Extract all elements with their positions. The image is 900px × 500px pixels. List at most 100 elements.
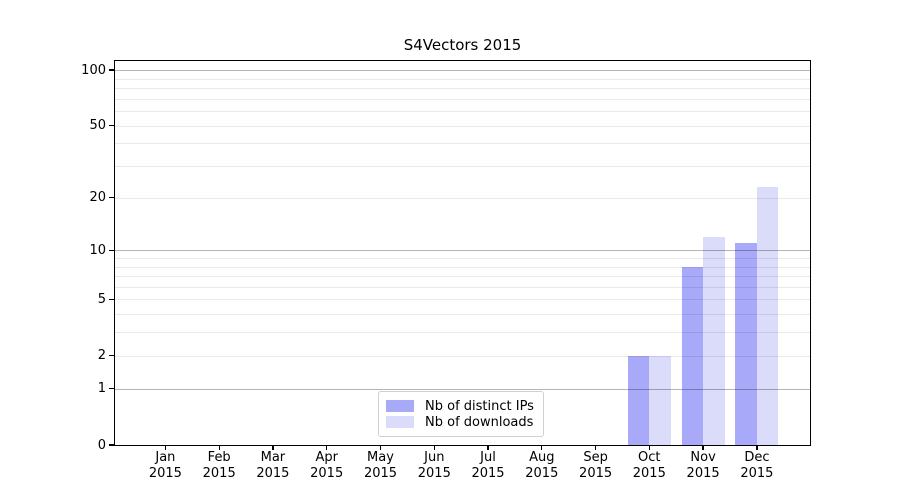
gridline-100 — [115, 70, 810, 71]
gridline-10 — [115, 250, 810, 252]
gridline-9 — [115, 257, 810, 259]
gridline-7 — [115, 276, 810, 277]
x-tick-label-nov: Nov 2015 — [671, 450, 735, 482]
x-tick-month: Nov — [690, 450, 716, 465]
legend-label-downloads: Nb of downloads — [425, 414, 534, 430]
x-tick-label-jun: Jun 2015 — [402, 450, 466, 482]
x-tick-label-may: May 2015 — [349, 450, 413, 482]
y-tick-mark-5 — [109, 298, 115, 301]
x-tick-month: Sep — [583, 450, 608, 465]
x-tick-month: Aug — [529, 450, 555, 465]
x-tick-mark-oct — [648, 445, 650, 450]
bar-distinct-ips-dec — [735, 243, 757, 445]
x-tick-label-feb: Feb 2015 — [187, 450, 251, 482]
gridline-1 — [115, 388, 810, 390]
x-tick-mark-may — [379, 445, 382, 450]
gridline-50 — [115, 125, 810, 127]
x-tick-year: 2015 — [363, 466, 398, 481]
x-tick-year: 2015 — [417, 466, 451, 481]
gridline-2 — [115, 355, 810, 357]
x-tick-mark-feb — [218, 445, 220, 450]
gridline-80 — [115, 87, 810, 89]
x-tick-year: 2015 — [525, 466, 559, 481]
bar-downloads-nov — [703, 236, 725, 445]
x-tick-label-jul: Jul 2015 — [456, 450, 520, 482]
y-tick-label-20: 20 — [89, 190, 106, 206]
gridline-8 — [115, 266, 810, 268]
x-tick-mark-jun — [433, 445, 435, 450]
legend-swatch-distinct-ips — [386, 400, 414, 412]
x-tick-label-apr: Apr 2015 — [295, 450, 359, 482]
gridline-20 — [115, 197, 810, 199]
x-tick-mark-dec — [756, 445, 758, 450]
chart-title: S4Vectors 2015 — [403, 36, 522, 54]
x-tick-month: Apr — [315, 450, 338, 465]
gridline-3 — [115, 332, 810, 334]
y-tick-mark-1 — [109, 388, 115, 390]
x-tick-year: 2015 — [632, 466, 666, 481]
gridline-5 — [115, 299, 810, 301]
y-tick-mark-100 — [109, 69, 115, 71]
y-tick-mark-0 — [109, 444, 115, 446]
x-tick-mark-jan — [164, 445, 167, 450]
x-tick-label-mar: Mar 2015 — [241, 450, 305, 482]
x-tick-year: 2015 — [579, 466, 613, 481]
x-tick-label-jan: Jan 2015 — [133, 450, 197, 482]
legend: Nb of distinct IPs Nb of downloads — [378, 391, 544, 437]
x-tick-label-sep: Sep 2015 — [564, 450, 628, 482]
x-tick-label-oct: Oct 2015 — [617, 450, 681, 482]
bars-layer — [115, 61, 810, 445]
x-tick-month: Feb — [207, 450, 231, 465]
y-tick-label-0: 0 — [97, 437, 106, 453]
gridline-40 — [115, 143, 810, 145]
y-tick-label-100: 100 — [81, 62, 106, 78]
y-tick-label-50: 50 — [89, 118, 106, 133]
x-tick-year: 2015 — [310, 466, 344, 481]
gridline-30 — [115, 166, 810, 167]
x-tick-year: 2015 — [148, 466, 182, 481]
x-tick-month: Mar — [260, 450, 286, 465]
x-tick-month: Jul — [480, 450, 496, 465]
gridline-90 — [115, 78, 810, 80]
x-tick-year: 2015 — [202, 466, 236, 481]
x-tick-label-aug: Aug 2015 — [510, 450, 574, 482]
bar-distinct-ips-nov — [681, 266, 704, 445]
y-tick-mark-10 — [109, 249, 115, 251]
gridline-70 — [115, 98, 810, 100]
plot-area — [114, 60, 811, 446]
x-tick-mark-mar — [272, 445, 274, 450]
x-tick-month: Jan — [155, 450, 176, 465]
x-tick-mark-jul — [487, 445, 489, 450]
x-tick-mark-nov — [702, 445, 704, 450]
x-tick-month: Oct — [638, 450, 661, 465]
gridline-6 — [115, 286, 810, 288]
x-tick-label-dec: Dec 2015 — [725, 450, 789, 482]
legend-swatch-downloads — [386, 416, 414, 428]
x-tick-month: Dec — [744, 450, 770, 465]
gridline-60 — [115, 111, 810, 112]
legend-label-distinct-ips: Nb of distinct IPs — [425, 398, 534, 414]
bar-downloads-dec — [756, 186, 779, 445]
y-tick-mark-20 — [109, 196, 115, 199]
legend-row-downloads: Nb of downloads — [386, 414, 535, 430]
y-tick-label-2: 2 — [97, 348, 106, 364]
y-tick-mark-50 — [109, 124, 115, 127]
x-tick-year: 2015 — [256, 466, 290, 481]
bar-distinct-ips-oct — [627, 355, 650, 445]
y-tick-label-5: 5 — [97, 291, 106, 307]
gridline-4 — [115, 314, 810, 316]
bar-downloads-oct — [649, 355, 671, 445]
x-tick-mark-sep — [594, 445, 597, 450]
y-tick-label-1: 1 — [97, 381, 106, 397]
y-tick-label-10: 10 — [89, 242, 106, 258]
y-tick-mark-2 — [109, 355, 115, 357]
x-tick-mark-apr — [326, 445, 328, 450]
x-tick-mark-aug — [541, 445, 543, 450]
x-tick-month: May — [367, 450, 394, 465]
x-tick-month: Jun — [424, 450, 445, 465]
x-tick-year: 2015 — [740, 466, 774, 481]
x-tick-year: 2015 — [471, 466, 505, 481]
grid-layer — [115, 61, 810, 445]
legend-row-distinct-ips: Nb of distinct IPs — [386, 398, 535, 414]
